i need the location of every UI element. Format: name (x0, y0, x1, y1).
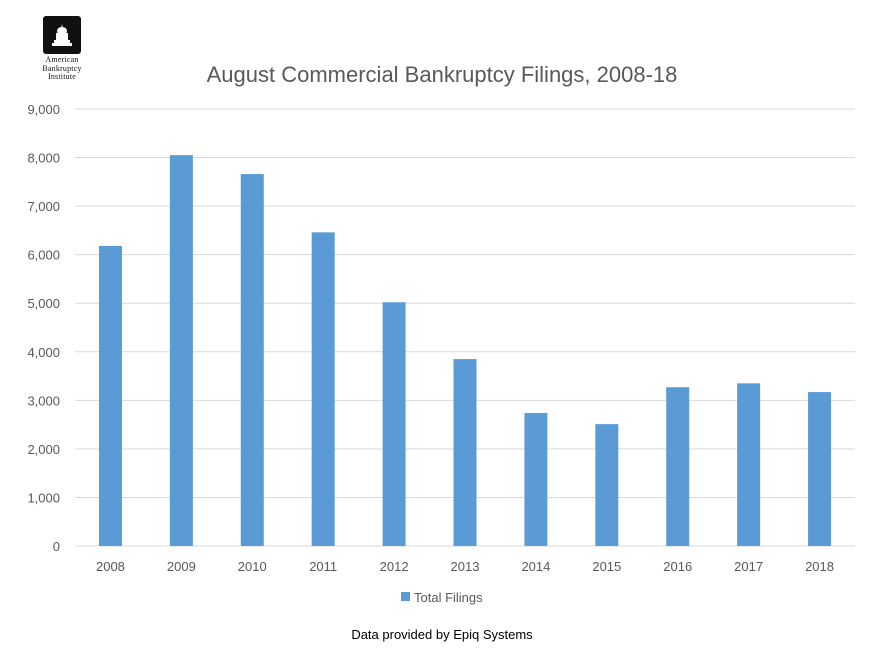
logo-text: American Bankruptcy Institute (42, 55, 82, 82)
x-tick-label: 2014 (521, 559, 550, 574)
x-tick-label: 2018 (805, 559, 834, 574)
bar-2016 (666, 387, 690, 546)
y-tick-label: 6,000 (27, 248, 60, 263)
legend-label: Total Filings (414, 590, 483, 605)
logo-line-1: American (45, 55, 79, 64)
chart-title: August Commercial Bankruptcy Filings, 20… (206, 62, 678, 87)
x-tick-label: 2016 (663, 559, 692, 574)
x-tick-label: 2017 (734, 559, 763, 574)
bar-2009 (169, 155, 193, 546)
x-tick-label: 2011 (309, 559, 337, 574)
bar-2008 (98, 245, 122, 546)
x-tick-label: 2012 (380, 559, 409, 574)
x-tick-label: 2010 (238, 559, 267, 574)
x-tick-label: 2013 (451, 559, 480, 574)
y-tick-label: 9,000 (27, 102, 60, 117)
bars (98, 155, 832, 546)
x-axis-ticks: 2008 2009 2010 2011 2012 2013 2014 2015 2016 2017… (96, 559, 834, 574)
legend-swatch (401, 592, 410, 601)
capitol-dome-icon (43, 16, 81, 54)
x-tick-label: 2009 (167, 559, 196, 574)
y-axis-ticks: 0 1,000 2,000 3,000 4,000 5,000 6,000 7,000 8,00… (27, 102, 60, 554)
x-tick-label: 2015 (592, 559, 621, 574)
y-tick-label: 2,000 (27, 442, 60, 457)
logo-line-2: Bankruptcy (42, 63, 82, 73)
legend: Total Filings (401, 590, 483, 605)
y-tick-label: 3,000 (27, 393, 60, 408)
y-tick-label: 7,000 (27, 199, 60, 214)
bar-2018 (808, 392, 832, 546)
bar-2011 (311, 232, 335, 546)
y-tick-label: 5,000 (27, 296, 60, 311)
y-tick-label: 1,000 (27, 490, 60, 505)
logo: American Bankruptcy Institute (22, 16, 102, 82)
bar-2010 (240, 174, 264, 546)
y-tick-label: 0 (53, 539, 60, 554)
bar-2012 (382, 302, 406, 546)
y-tick-label: 4,000 (27, 345, 60, 360)
x-tick-label: 2008 (96, 559, 125, 574)
bar-2017 (737, 383, 761, 546)
logo-line-3: Institute (47, 72, 76, 81)
bar-2013 (453, 359, 477, 546)
bar-2014 (524, 412, 548, 546)
y-tick-label: 8,000 (27, 151, 60, 166)
bar-2015 (595, 424, 619, 546)
source-note: Data provided by Epiq Systems (351, 627, 533, 642)
